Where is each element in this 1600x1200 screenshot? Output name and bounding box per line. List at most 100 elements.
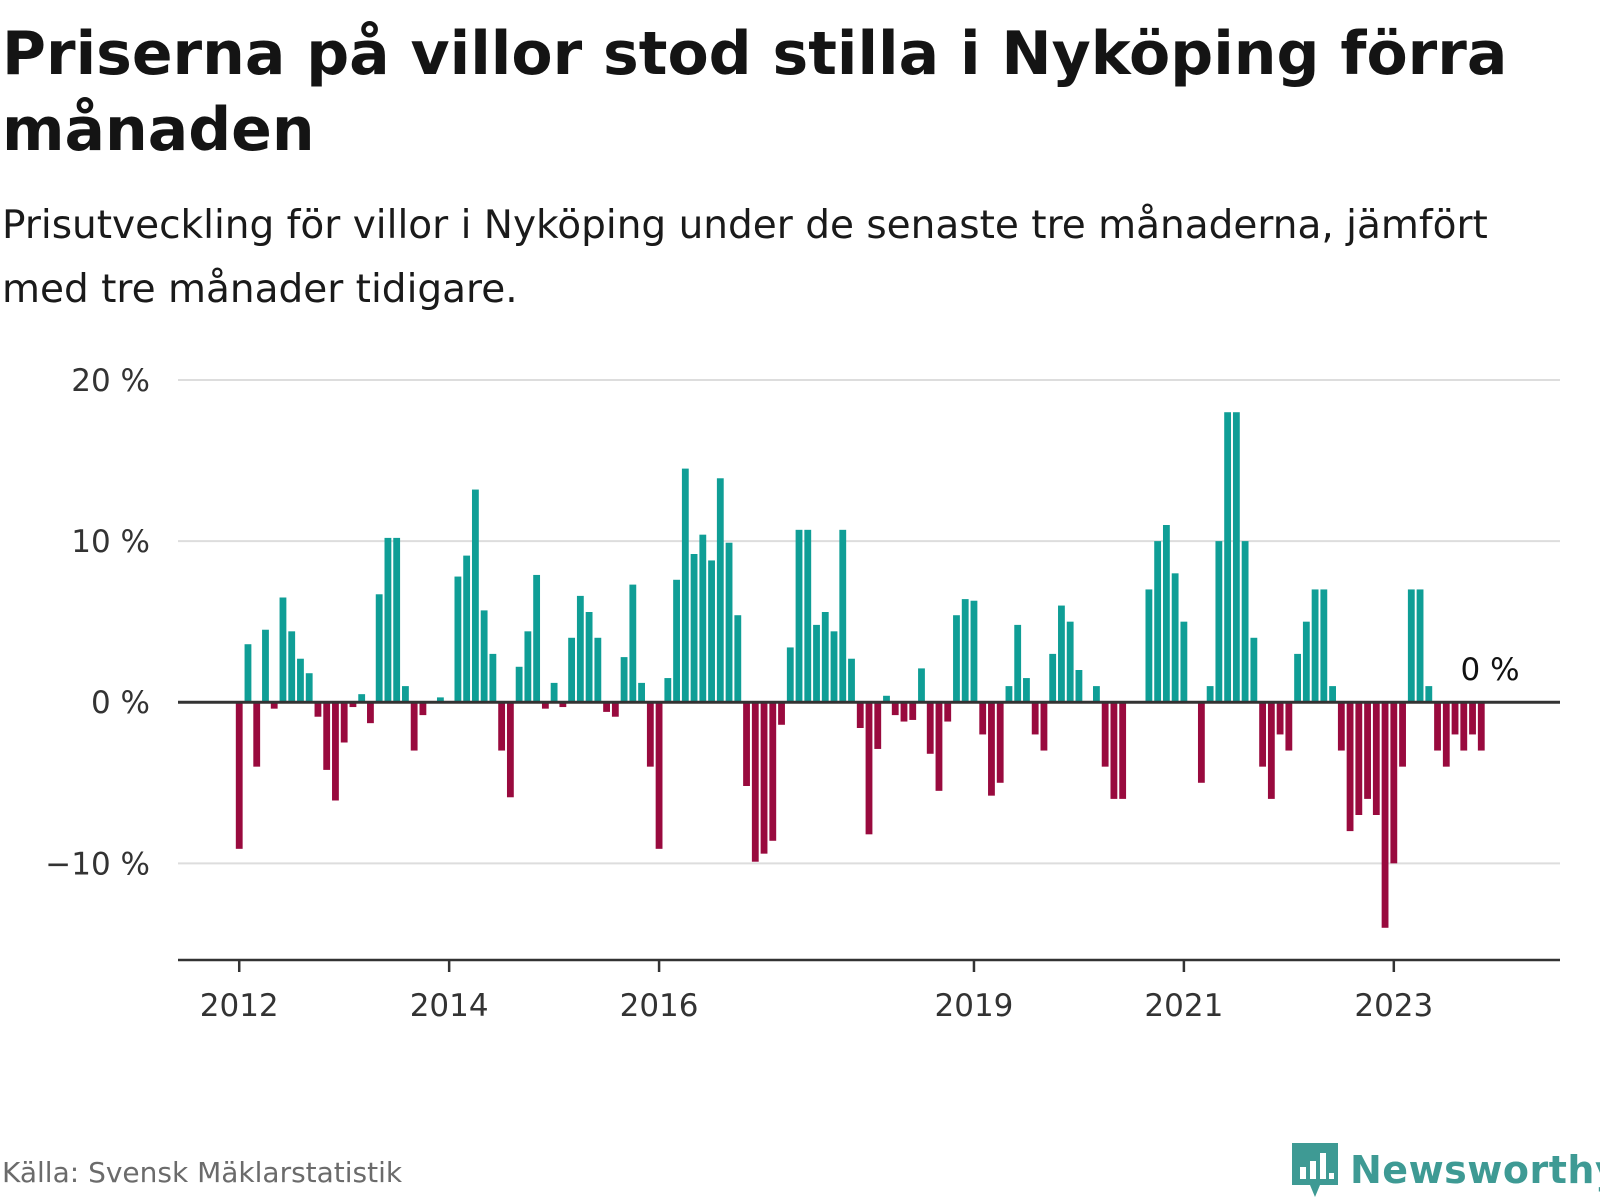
bar [646, 702, 654, 767]
bar [1372, 702, 1380, 815]
bar [1049, 653, 1057, 703]
bar [848, 658, 855, 703]
bar [1451, 702, 1459, 735]
bar [550, 682, 558, 703]
bar [297, 658, 304, 703]
bar [559, 702, 567, 708]
bar [393, 537, 401, 703]
bar [1460, 702, 1468, 751]
bar [673, 579, 680, 703]
bar [996, 702, 1004, 783]
bar [1232, 412, 1240, 703]
bar [235, 702, 243, 849]
bar [358, 694, 366, 703]
bar [1197, 702, 1205, 783]
bar [839, 529, 847, 703]
bar [1259, 702, 1267, 767]
bar [1023, 678, 1030, 703]
bar [533, 574, 541, 703]
bar [865, 702, 873, 835]
bar [1355, 702, 1363, 815]
bar [681, 468, 689, 703]
bar [944, 702, 952, 722]
bar [1469, 702, 1476, 735]
bar [961, 599, 969, 703]
bar [883, 695, 890, 703]
bar [1040, 702, 1048, 751]
bar [1093, 686, 1100, 703]
bar [1215, 541, 1223, 703]
bar [262, 629, 269, 703]
bar [979, 702, 987, 735]
bar [629, 584, 637, 703]
bar [1241, 541, 1249, 703]
bar [1101, 702, 1109, 767]
brand-logo[interactable]: Newsworthy [1290, 1140, 1600, 1200]
end-value-label: 0 % [1461, 652, 1520, 688]
bar [1162, 525, 1170, 703]
bar [1250, 637, 1258, 703]
x-tick-label: 2019 [935, 988, 1014, 1024]
bar [1477, 702, 1485, 751]
bar [1381, 702, 1389, 928]
newsworthy-logo-icon [1292, 1143, 1338, 1197]
bar [1311, 589, 1319, 703]
y-tick-label: 20 % [71, 363, 150, 399]
bar [603, 702, 610, 712]
bar [804, 529, 812, 703]
bar [498, 702, 506, 751]
bar [1434, 702, 1441, 751]
bar [620, 657, 628, 703]
bar [323, 702, 331, 770]
x-tick-label: 2023 [1354, 988, 1433, 1024]
bar [305, 673, 313, 703]
bar [436, 697, 444, 703]
bar [454, 576, 462, 703]
bar [821, 612, 829, 703]
bar [506, 702, 514, 798]
bar [891, 702, 899, 716]
bar [935, 702, 943, 791]
bar [611, 702, 619, 717]
bar [340, 702, 348, 743]
bar [1346, 702, 1354, 832]
x-tick-label: 2014 [410, 988, 489, 1024]
bar [830, 631, 838, 703]
bar [1224, 412, 1232, 703]
bar [270, 702, 278, 709]
bar [332, 702, 339, 801]
bar [708, 560, 715, 703]
bars [235, 412, 1485, 928]
bar [1364, 702, 1371, 799]
bar [384, 537, 392, 703]
bar [1066, 621, 1074, 703]
bar [1302, 621, 1310, 703]
x-tick-label: 2021 [1144, 988, 1223, 1024]
bar [279, 597, 287, 703]
x-tick-label: 2012 [200, 988, 279, 1024]
bar [367, 702, 374, 724]
bar [1276, 702, 1284, 735]
bar [664, 678, 672, 703]
bar [1075, 670, 1083, 703]
bar [751, 702, 759, 862]
bar [1110, 702, 1118, 799]
bar [1294, 653, 1301, 703]
y-tick-label: 10 % [71, 524, 150, 560]
bar [690, 554, 698, 703]
bar [1206, 686, 1214, 703]
bar [1320, 589, 1328, 703]
bar [778, 702, 785, 725]
bar [349, 702, 357, 708]
bar [743, 702, 750, 786]
bar [1145, 589, 1153, 703]
bar [1425, 686, 1433, 703]
bar [874, 702, 882, 749]
bar [1337, 702, 1345, 751]
bar [716, 478, 724, 703]
bar [314, 702, 322, 717]
bar [769, 702, 777, 841]
bar [489, 653, 497, 703]
bar [1329, 686, 1336, 703]
brand-name: Newsworthy [1350, 1148, 1600, 1192]
